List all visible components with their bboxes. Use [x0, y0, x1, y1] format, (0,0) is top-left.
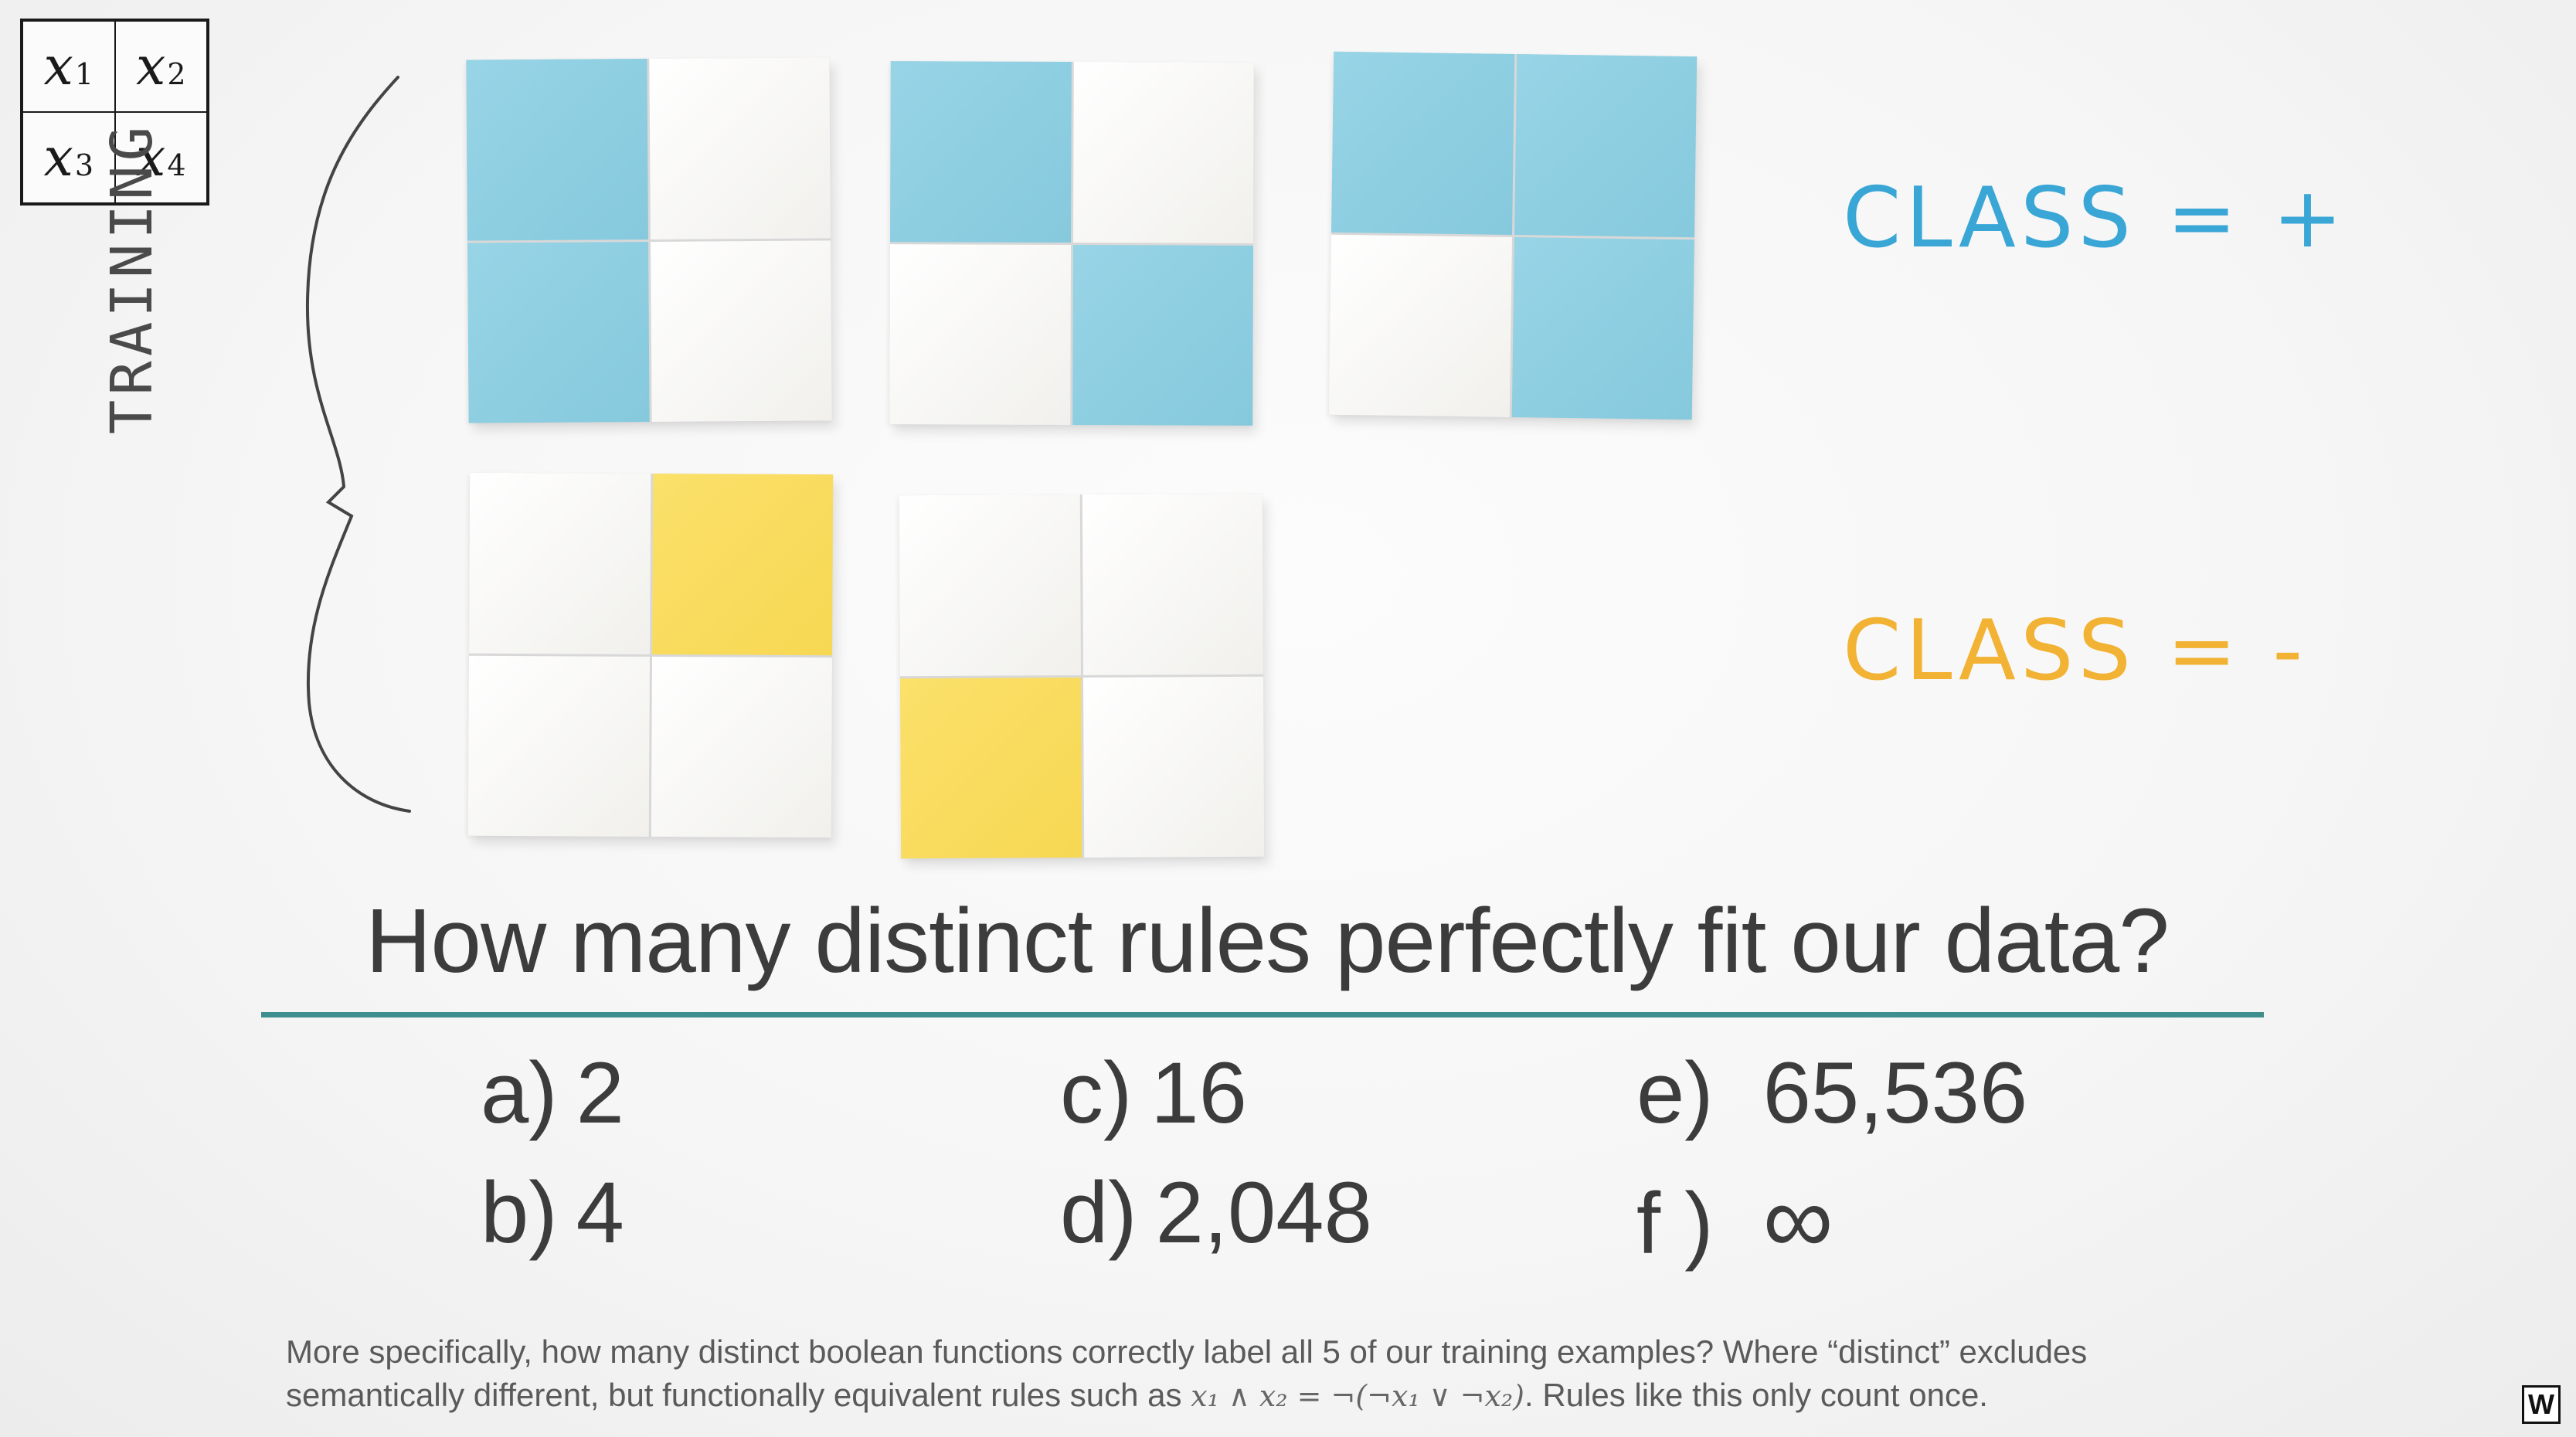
option-value: 65,536 [1762, 1045, 2028, 1141]
legend-sub: 4 [167, 148, 186, 182]
answer-option-c: c) 16 [1060, 1043, 1247, 1143]
tile-square [1082, 676, 1265, 858]
tile-square [469, 472, 651, 654]
legend-sub: 1 [74, 57, 94, 91]
answer-option-f: f ) ∞ [1636, 1163, 1833, 1276]
tile-square [467, 655, 650, 837]
legend-sub: 3 [74, 148, 94, 182]
tile-square [651, 474, 834, 655]
tile-square [648, 57, 831, 240]
footnote-line-2-end: . Rules like this only count once. [1524, 1377, 1988, 1413]
tile-square [1331, 51, 1514, 235]
positive-example-tile [889, 61, 1254, 426]
option-value: 2,048 [1155, 1164, 1372, 1261]
channel-logo: W [2522, 1385, 2561, 1424]
tile-square [900, 677, 1082, 859]
option-letter: a) [481, 1045, 558, 1141]
footnote-line-1: More specifically, how many distinct boo… [286, 1333, 2088, 1370]
tile-square [651, 656, 832, 838]
training-label: TRAINING [99, 121, 165, 435]
tile-square [1328, 234, 1512, 417]
answer-option-e: e) 65,536 [1636, 1043, 2027, 1143]
option-value: 2 [576, 1045, 624, 1141]
option-letter: e) [1636, 1045, 1714, 1141]
tile-square [1511, 236, 1694, 420]
option-letter: d) [1060, 1164, 1137, 1261]
legend-var: x [43, 127, 73, 189]
footnote-line-2: semantically different, but functionally… [286, 1374, 2217, 1418]
option-value: ∞ [1762, 1164, 1833, 1275]
tile-square [650, 240, 832, 422]
divider-line [261, 1012, 2264, 1017]
legend-var: x [135, 36, 166, 97]
option-letter: b) [481, 1164, 558, 1261]
legend-var: x [135, 127, 166, 189]
footnote-math: x₁ ∧ x₂ = ¬(¬x₁ ∨ ¬x₂) [1191, 1379, 1524, 1413]
tile-square [467, 241, 650, 423]
footnote-line-2-text: semantically different, but functionally… [286, 1377, 1182, 1413]
answer-option-d: d) 2,048 [1060, 1163, 1372, 1262]
tile-square [890, 61, 1072, 243]
answer-option-a: a) 2 [481, 1043, 624, 1143]
positive-example-tile [1328, 51, 1698, 420]
option-letter: c) [1060, 1045, 1133, 1141]
legend-var: x [43, 36, 73, 97]
answer-option-b: b) 4 [481, 1163, 624, 1262]
option-value: 4 [576, 1164, 624, 1261]
question-heading: How many distinct rules perfectly fit ou… [365, 890, 2170, 992]
tile-square [1072, 62, 1254, 243]
tile-square [466, 59, 648, 241]
class-negative-label: CLASS = - [1843, 603, 2308, 699]
negative-example-tile [467, 472, 834, 838]
tile-square [1514, 54, 1698, 237]
tile-square [899, 494, 1081, 676]
tile-square [1072, 244, 1253, 426]
tile-square [889, 243, 1071, 425]
legend-sub: 2 [167, 57, 186, 91]
class-positive-label: CLASS = + [1843, 170, 2347, 267]
tile-square [1082, 493, 1263, 675]
negative-example-tile [899, 493, 1265, 859]
option-value: 16 [1150, 1045, 1247, 1141]
footnote: More specifically, how many distinct boo… [286, 1330, 2217, 1418]
positive-example-tile [466, 57, 832, 423]
option-letter: f ) [1636, 1175, 1714, 1272]
curly-brace-icon [305, 76, 411, 813]
